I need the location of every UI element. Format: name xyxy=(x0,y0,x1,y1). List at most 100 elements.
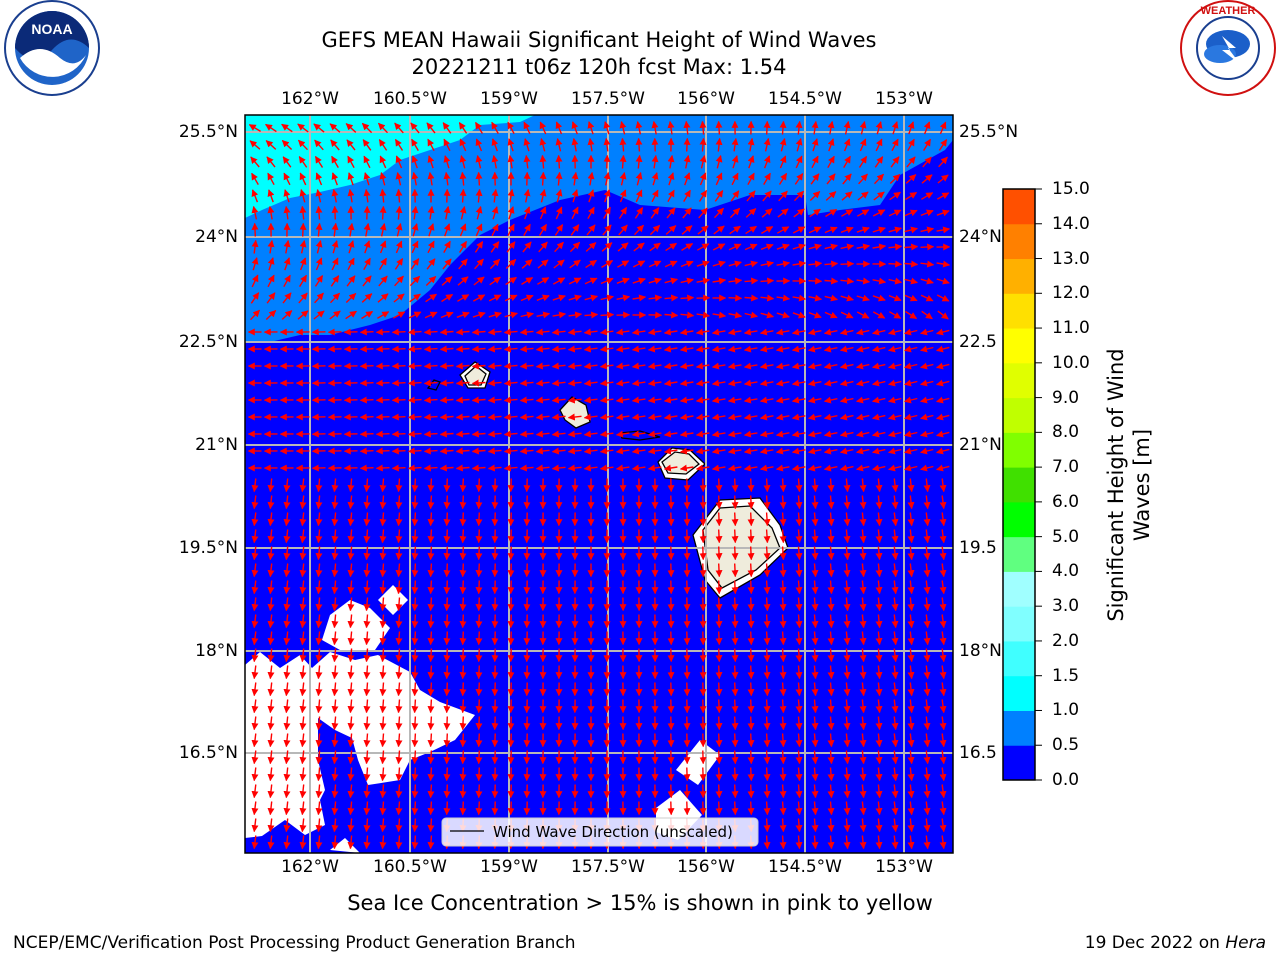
wave-direction-arrow xyxy=(791,362,806,370)
wave-direction-arrow xyxy=(904,328,918,336)
wave-direction-arrow xyxy=(920,209,934,217)
wave-direction-arrow xyxy=(281,310,293,320)
wave-direction-arrow xyxy=(507,121,515,135)
wave-direction-arrow xyxy=(747,529,755,544)
wave-direction-arrow xyxy=(712,243,726,251)
wave-direction-arrow xyxy=(283,189,291,203)
wave-direction-arrow xyxy=(555,154,563,169)
wave-direction-arrow xyxy=(315,172,323,186)
wave-direction-arrow xyxy=(375,464,390,472)
wave-direction-arrow xyxy=(779,138,787,152)
wave-direction-arrow xyxy=(423,379,438,387)
wave-direction-arrow xyxy=(346,275,356,287)
wave-direction-arrow xyxy=(520,311,534,319)
wave-direction-arrow xyxy=(471,464,486,472)
wave-direction-arrow xyxy=(888,277,903,285)
wave-direction-arrow xyxy=(379,240,387,254)
wave-direction-arrow xyxy=(747,495,755,510)
wave-direction-arrow xyxy=(298,156,308,168)
wave-direction-arrow xyxy=(920,294,934,302)
wave-direction-arrow xyxy=(587,206,595,220)
wave-direction-arrow xyxy=(616,277,630,285)
wave-direction-arrow xyxy=(504,311,518,319)
wave-direction-arrow xyxy=(459,597,467,612)
wave-direction-arrow xyxy=(631,362,646,370)
lon-tick-top: 162°W xyxy=(281,89,339,109)
wave-direction-arrow xyxy=(427,529,435,544)
wave-direction-arrow xyxy=(715,784,723,799)
wave-direction-arrow xyxy=(427,835,435,850)
wave-direction-arrow xyxy=(727,345,742,353)
wave-direction-arrow xyxy=(759,362,774,370)
wave-direction-arrow xyxy=(727,430,742,438)
wave-direction-arrow xyxy=(363,631,371,646)
wave-direction-arrow xyxy=(521,277,534,285)
wave-direction-arrow xyxy=(395,631,403,646)
wave-direction-arrow xyxy=(392,311,406,319)
wave-direction-arrow xyxy=(603,189,611,203)
wave-direction-arrow xyxy=(744,260,758,268)
wave-direction-arrow xyxy=(663,413,678,421)
wave-direction-arrow xyxy=(443,767,451,782)
wave-direction-arrow xyxy=(363,512,371,527)
wave-direction-arrow xyxy=(523,223,531,236)
colorbar-tick-label: 9.0 xyxy=(1052,387,1080,408)
wave-direction-arrow xyxy=(872,277,887,285)
wave-direction-arrow xyxy=(411,240,419,254)
wave-direction-arrow xyxy=(539,154,547,169)
colorbar-tick-label: 5.0 xyxy=(1052,526,1080,547)
colorbar-segment xyxy=(1003,258,1035,294)
wave-direction-arrow xyxy=(567,430,582,438)
wave-direction-arrow xyxy=(423,430,438,438)
wave-direction-arrow xyxy=(824,277,839,285)
wave-direction-arrow xyxy=(699,155,707,169)
colorbar-segment xyxy=(1003,328,1035,364)
wave-direction-arrow xyxy=(779,580,787,595)
wave-direction-arrow xyxy=(475,155,483,169)
wave-direction-arrow xyxy=(936,396,950,404)
colorbar-segment xyxy=(1003,675,1035,711)
wave-direction-arrow xyxy=(920,328,934,336)
wave-direction-arrow xyxy=(827,495,835,510)
noaa-logo-text: NOAA xyxy=(31,21,72,37)
wave-direction-arrow xyxy=(473,276,485,286)
wave-direction-arrow xyxy=(475,597,483,612)
wave-direction-arrow xyxy=(715,682,723,697)
wave-direction-arrow xyxy=(791,379,806,387)
wave-direction-arrow xyxy=(472,294,486,302)
wave-direction-arrow xyxy=(475,767,483,782)
wave-direction-arrow xyxy=(391,379,406,387)
wave-direction-arrow xyxy=(779,155,787,169)
wave-direction-arrow xyxy=(267,205,275,220)
wave-direction-arrow xyxy=(779,801,787,816)
wave-direction-arrow xyxy=(443,614,451,629)
wave-direction-arrow xyxy=(459,171,467,186)
wave-direction-arrow xyxy=(872,294,886,302)
wave-direction-arrow xyxy=(663,362,678,370)
wave-direction-arrow xyxy=(747,682,755,697)
wave-direction-arrow xyxy=(731,648,739,663)
wave-direction-arrow xyxy=(823,430,838,438)
wave-direction-arrow xyxy=(743,413,758,421)
colorbar-tick-label: 14.0 xyxy=(1052,213,1090,234)
wave-direction-arrow xyxy=(715,699,723,714)
wave-direction-arrow xyxy=(345,292,357,304)
wave-direction-arrow xyxy=(427,818,435,833)
wave-direction-arrow xyxy=(411,597,419,612)
wave-direction-arrow xyxy=(795,529,803,544)
wave-direction-arrow xyxy=(455,464,470,472)
wave-direction-arrow xyxy=(776,311,790,319)
wave-direction-arrow xyxy=(763,137,771,152)
wave-direction-arrow xyxy=(427,716,435,731)
wave-direction-arrow xyxy=(379,172,387,186)
wave-direction-arrow xyxy=(647,328,662,336)
wave-direction-arrow xyxy=(795,801,803,816)
wave-direction-arrow xyxy=(715,495,723,510)
colorbar-tick-label: 1.5 xyxy=(1052,665,1080,686)
wave-direction-arrow xyxy=(379,223,387,237)
wave-direction-arrow xyxy=(891,138,899,152)
wave-direction-arrow xyxy=(599,328,614,336)
wave-direction-arrow xyxy=(792,260,807,268)
wave-direction-arrow xyxy=(603,137,611,152)
wave-direction-arrow xyxy=(359,379,374,387)
